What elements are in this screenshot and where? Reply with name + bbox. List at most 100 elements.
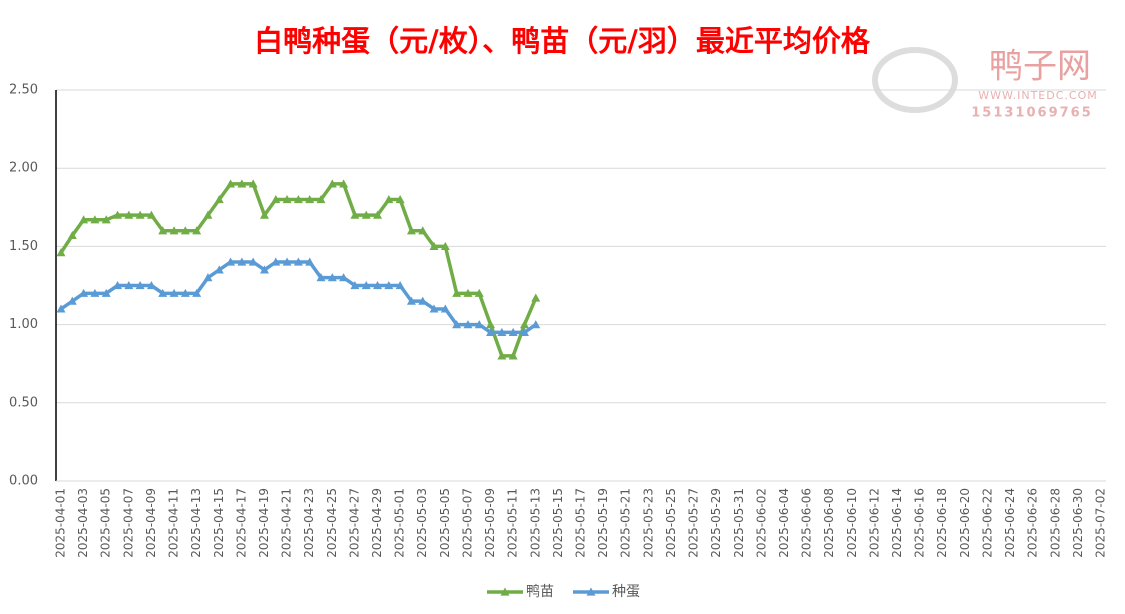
x-tick-label: 2025-04-05 [99,488,113,558]
x-tick-label: 2025-04-21 [280,488,294,558]
data-point [418,226,428,235]
data-point [203,210,213,219]
data-point [90,215,100,224]
data-point [395,281,405,290]
data-point [474,288,484,297]
legend-label: 种蛋 [612,584,640,600]
x-tick-label: 2025-06-18 [935,488,949,558]
data-point [67,230,77,240]
x-tick-label: 2025-05-03 [415,488,429,558]
data-point [463,320,473,329]
data-point [79,215,89,224]
legend-label: 鸭苗 [526,584,554,600]
x-tick-label: 2025-05-13 [528,488,542,558]
x-tick-label: 2025-04-07 [121,488,135,558]
x-tick-label: 2025-05-11 [506,488,520,558]
x-tick-label: 2025-06-12 [867,488,881,558]
x-tick-label: 2025-04-25 [325,488,339,558]
data-point [463,288,473,297]
chart-title: 白鸭种蛋（元/枚）、鸭苗（元/羽）最近平均价格 [254,24,871,58]
data-point [452,320,462,329]
x-tick-label: 2025-06-30 [1071,488,1085,558]
data-point [486,320,496,329]
data-point [214,265,224,274]
watermark-url: WWW.INTEDC.COM [978,89,1097,102]
x-tick-label: 2025-05-27 [687,488,701,558]
data-point [135,281,145,290]
legend-marker [586,587,596,596]
data-point [214,194,224,204]
x-tick-label: 2025-06-24 [1003,488,1017,558]
x-tick-label: 2025-05-01 [393,488,407,558]
legend-marker [500,587,510,596]
data-point [327,273,337,282]
data-point [101,288,111,297]
x-tick-label: 2025-06-04 [777,488,791,558]
data-point [350,281,360,290]
watermark-name: 鸭子网 [989,47,1091,87]
data-point [373,210,383,219]
data-point [373,281,383,290]
x-tick-label: 2025-05-29 [709,488,723,558]
data-point [305,257,315,266]
data-point [237,179,247,188]
x-tick-label: 2025-04-27 [347,488,361,558]
x-tick-label: 2025-04-29 [370,488,384,558]
x-tick-label: 2025-04-15 [212,488,226,558]
data-point [248,179,258,188]
data-point [203,273,213,282]
data-point [327,179,337,188]
data-point [67,296,77,305]
data-point [350,210,360,219]
x-tick-label: 2025-05-09 [483,488,497,558]
watermark: 鸭子网 WWW.INTEDC.COM 15131069765 [872,47,1097,121]
x-tick-label: 2025-06-16 [913,488,927,558]
x-tick-label: 2025-04-09 [144,488,158,558]
data-point [429,304,439,313]
x-tick-label: 2025-05-07 [460,488,474,558]
data-point [180,226,190,235]
x-tick-label: 2025-06-26 [1026,488,1040,558]
data-point [259,265,269,274]
legend-item: 鸭苗 [487,584,554,600]
x-tick-label: 2025-06-28 [1048,488,1062,558]
watermark-logo [872,47,958,113]
data-point [497,327,507,337]
watermark-phone: 15131069765 [971,106,1093,121]
data-point [429,241,439,250]
legend-item: 种蛋 [573,584,640,600]
data-point [101,215,111,224]
data-point [169,226,179,235]
data-point [339,179,349,188]
series-line [59,182,538,358]
data-point [226,257,236,266]
x-tick-label: 2025-05-15 [551,488,565,558]
data-point [440,304,450,313]
data-point [531,293,541,302]
data-point [282,257,292,266]
x-tick-label: 2025-04-03 [76,488,90,558]
x-tick-label: 2025-06-10 [845,488,859,558]
x-tick-label: 2025-06-02 [754,488,768,558]
data-point [406,226,416,235]
data-point [158,226,168,235]
x-tick-label: 2025-05-05 [438,488,452,558]
x-tick-label: 2025-04-01 [54,488,68,558]
data-point [237,257,247,266]
data-point [316,194,326,204]
x-tick-label: 2025-04-11 [167,488,181,558]
data-point [452,288,462,297]
data-point [56,304,66,313]
data-point [192,288,202,297]
data-point [146,281,156,290]
x-tick-label: 2025-05-25 [664,488,678,558]
data-point [440,241,450,250]
data-point [282,194,292,204]
data-point [519,320,529,329]
x-tick-label: 2025-04-23 [302,488,316,558]
data-point [305,194,315,204]
x-tick-label: 2025-05-21 [619,488,633,558]
x-tick-label: 2025-07-02 [1094,488,1108,558]
data-point [56,248,66,257]
